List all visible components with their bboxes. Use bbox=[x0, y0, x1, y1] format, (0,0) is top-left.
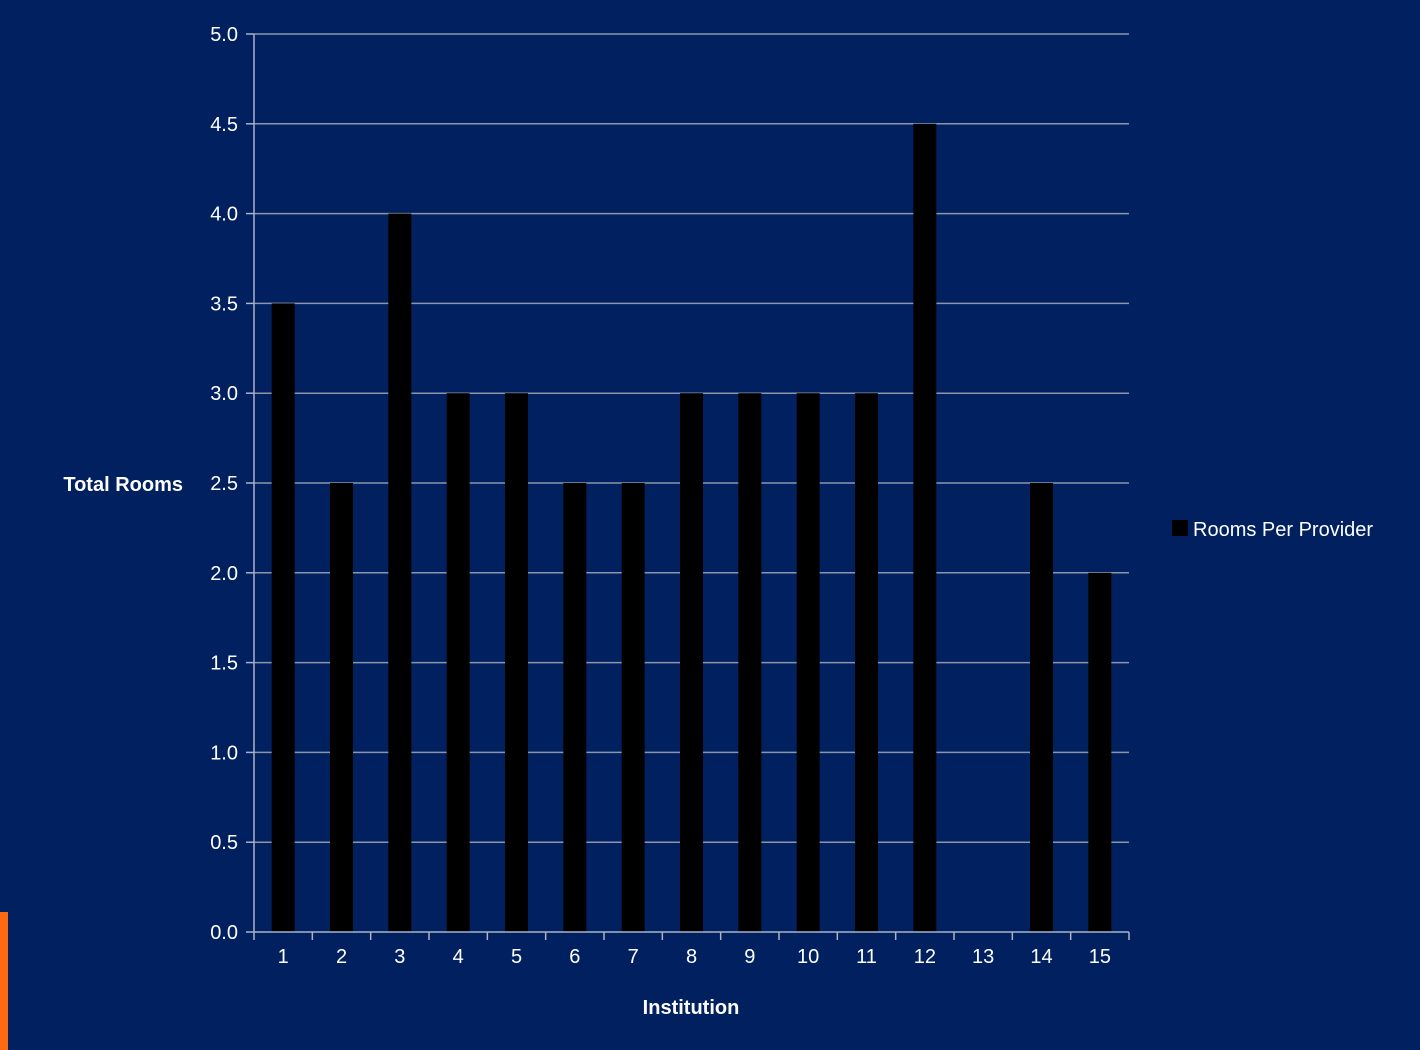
x-tick-label: 7 bbox=[628, 946, 639, 968]
x-tick-label: 15 bbox=[1089, 946, 1111, 968]
x-tick-label: 8 bbox=[686, 946, 697, 968]
accent-strip bbox=[0, 912, 8, 1050]
bar-institution-4 bbox=[446, 393, 470, 932]
y-axis-title: Total Rooms bbox=[63, 474, 183, 496]
y-tick-labels: 0.0 0.5 1.0 1.5 2.0 2.5 3.0 3.5 4.0 4.5 5.0 bbox=[210, 24, 238, 944]
x-tick-label: 13 bbox=[972, 946, 994, 968]
bar-institution-2 bbox=[330, 483, 353, 932]
legend-swatch bbox=[1172, 520, 1188, 536]
y-tick-label: 2.0 bbox=[210, 563, 238, 585]
x-tick-label: 12 bbox=[914, 946, 936, 968]
bar-institution-14 bbox=[1030, 483, 1053, 932]
y-tick-label: 5.0 bbox=[210, 24, 238, 46]
y-tick-label: 1.5 bbox=[210, 653, 238, 675]
y-tick-label: 1.0 bbox=[210, 742, 238, 764]
bar-institution-12 bbox=[913, 123, 937, 933]
y-tick-label: 0.5 bbox=[210, 832, 238, 854]
bar-institution-10 bbox=[796, 393, 820, 932]
x-tick-label: 1 bbox=[278, 946, 289, 968]
x-tick-labels: 1 2 3 4 5 6 7 8 9 10 11 12 13 14 15 bbox=[278, 946, 1111, 968]
bar-institution-7 bbox=[621, 483, 645, 932]
x-tick-label: 14 bbox=[1030, 946, 1052, 968]
y-tick-label: 2.5 bbox=[210, 473, 238, 495]
y-tick-label: 0.0 bbox=[210, 922, 238, 944]
x-tick-label: 9 bbox=[744, 946, 755, 968]
bars bbox=[271, 123, 1112, 933]
x-tick-label: 6 bbox=[569, 946, 580, 968]
y-tick-label: 3.5 bbox=[210, 293, 238, 315]
x-tick-label: 4 bbox=[453, 946, 464, 968]
bar-institution-8 bbox=[680, 393, 703, 932]
y-tick-label: 4.0 bbox=[210, 204, 238, 226]
bar-institution-3 bbox=[388, 213, 412, 933]
axes bbox=[246, 33, 1130, 940]
legend-label: Rooms Per Provider bbox=[1193, 519, 1373, 541]
bar-institution-11 bbox=[855, 393, 878, 932]
legend: Rooms Per Provider bbox=[1172, 519, 1373, 541]
bar-institution-15 bbox=[1088, 572, 1112, 932]
bar-institution-9 bbox=[738, 393, 762, 932]
bar-institution-5 bbox=[505, 393, 528, 932]
y-tick-label: 4.5 bbox=[210, 114, 238, 136]
x-tick-label: 11 bbox=[856, 946, 877, 968]
x-tick-label: 10 bbox=[797, 946, 819, 968]
bar-institution-6 bbox=[563, 483, 587, 932]
bar-institution-1 bbox=[271, 303, 295, 932]
x-tick-label: 5 bbox=[511, 946, 522, 968]
y-tick-label: 3.0 bbox=[210, 383, 238, 405]
x-tick-label: 2 bbox=[336, 946, 347, 968]
x-tick-label: 3 bbox=[394, 946, 405, 968]
x-axis-title: Institution bbox=[643, 997, 740, 1019]
